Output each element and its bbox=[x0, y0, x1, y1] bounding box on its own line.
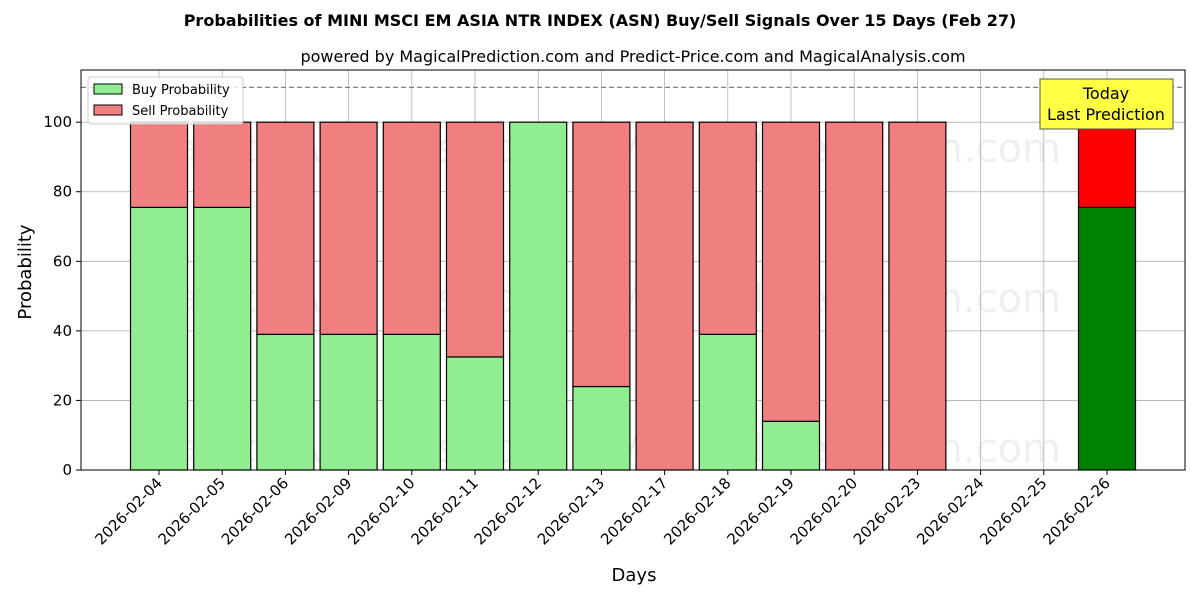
chart-subtitle: powered by MagicalPrediction.com and Pre… bbox=[300, 47, 965, 66]
y-tick-label: 100 bbox=[43, 113, 72, 131]
legend-box bbox=[87, 76, 244, 125]
sell-bar bbox=[129, 121, 189, 208]
today-annotation: Today Last Prediction bbox=[1039, 78, 1174, 130]
bars bbox=[129, 121, 1137, 471]
plot-frame bbox=[80, 69, 1186, 471]
y-tick-label: 80 bbox=[53, 183, 72, 201]
today-annotation-text: Last Prediction bbox=[1047, 105, 1165, 124]
today-annotation-text: Today bbox=[1082, 84, 1129, 103]
chart-title: Probabilities of MINI MSCI EM ASIA NTR I… bbox=[184, 11, 1017, 30]
legend-label: Sell Probability bbox=[132, 104, 229, 119]
sell-bar bbox=[635, 121, 694, 471]
buy-bar bbox=[256, 333, 315, 471]
sell-bar bbox=[698, 121, 757, 335]
sell-bar bbox=[382, 121, 441, 335]
y-tick-label: 40 bbox=[53, 322, 72, 340]
legend-label: Buy Probability bbox=[132, 83, 230, 98]
sell-bar bbox=[825, 121, 884, 471]
legend-swatch bbox=[93, 83, 123, 95]
y-tick-label: 20 bbox=[53, 391, 72, 409]
buy-bar bbox=[1077, 206, 1137, 471]
sell-bar bbox=[761, 121, 821, 422]
buy-bar bbox=[129, 206, 189, 471]
y-tick-label: 60 bbox=[53, 252, 72, 270]
x-axis-label: Days bbox=[612, 565, 657, 586]
buy-bar bbox=[193, 206, 252, 471]
today-annotation-box bbox=[1039, 78, 1174, 130]
buy-bar bbox=[698, 333, 757, 471]
buy-bar bbox=[572, 385, 631, 471]
sell-bar bbox=[1077, 121, 1137, 208]
buy-bar bbox=[761, 420, 821, 471]
sell-bar bbox=[193, 121, 252, 208]
legend: Buy Probability Sell Probability bbox=[87, 76, 244, 125]
y-tick-label: 0 bbox=[62, 461, 72, 479]
sell-bar bbox=[319, 121, 378, 335]
buy-bar bbox=[319, 333, 378, 471]
y-axis-label: Probability bbox=[15, 224, 36, 319]
buy-bar bbox=[382, 333, 441, 471]
legend-swatch bbox=[93, 104, 123, 116]
buy-bar bbox=[445, 356, 505, 471]
buy-bar bbox=[509, 121, 568, 471]
sell-bar bbox=[256, 121, 315, 335]
sell-bar bbox=[445, 121, 505, 358]
sell-bar bbox=[572, 121, 631, 388]
sell-bar bbox=[888, 121, 947, 471]
